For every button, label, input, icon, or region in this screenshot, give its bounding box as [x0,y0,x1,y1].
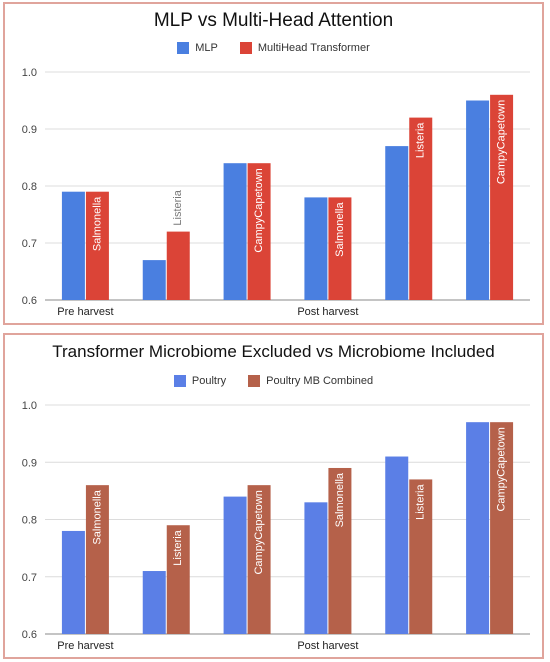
bar [142,571,166,634]
y-tick-label: 1.0 [22,67,37,79]
y-tick-label: 0.6 [22,629,37,641]
x-stage-label: Post harvest [297,640,358,652]
bar [166,525,190,634]
bar [385,146,409,300]
legend: Poultry Poultry MB Combined [5,375,542,387]
chart-panel-2: Transformer Microbiome Excluded vs Micro… [3,333,544,659]
bar [142,260,166,300]
bar [466,100,490,300]
bar [61,191,85,300]
y-tick-label: 0.8 [22,515,37,527]
bar-category-label: Listeria [415,484,427,520]
bar [223,496,247,634]
legend-swatch-poultry [173,375,186,387]
legend-item-multihead: MultiHead Transformer [239,42,370,54]
plot-area: 0.6 0.7 0.8 0.9 1.0 Salmonella Listeria CampyCa… [22,400,530,652]
chart-title: Transformer Microbiome Excluded vs Micro… [52,342,495,361]
legend-label: Poultry [191,375,227,387]
legend-item-poultry: Poultry [173,375,227,387]
bar [304,197,328,300]
bar [490,94,514,300]
bar [466,422,490,634]
bar-category-label: Salmonella [334,472,346,527]
bar-category-label: Salmonella [91,489,103,544]
bar [85,485,109,634]
bar [247,163,271,300]
bar-category-label: Salmonella [91,196,103,251]
bar [223,163,247,300]
bar [61,530,85,634]
bar-category-label: CampyCapetown [495,100,507,184]
bar [166,231,190,300]
legend-label: MLP [195,42,218,54]
x-stage-label: Pre harvest [57,306,113,318]
y-tick-label: 0.6 [22,295,37,307]
legend-label: MultiHead Transformer [257,42,370,54]
y-tick-label: 0.9 [22,124,37,136]
chart-title: MLP vs Multi-Head Attention [153,10,394,31]
bar-category-label: Listeria [172,529,184,565]
legend: MLP MultiHead Transformer [5,42,542,54]
bar [409,117,433,300]
legend-item-mlp: MLP [177,42,218,54]
legend-swatch-poultry-mb [248,375,261,387]
bar-category-label: Listeria [172,189,184,225]
bar [304,502,328,634]
plot-area: 0.6 0.7 0.8 0.9 1.0 Salmonella Listeria CampyCa… [22,67,530,318]
bar [85,191,109,300]
x-stage-label: Pre harvest [57,640,113,652]
bar-category-label: CampyCapetown [253,490,265,574]
y-tick-label: 0.8 [22,181,37,193]
legend-swatch-multihead [239,42,252,54]
y-tick-label: 0.7 [22,238,37,250]
bar-category-label: CampyCapetown [495,427,507,511]
bar [328,197,352,300]
bar-category-label: Salmonella [334,202,346,257]
x-stage-label: Post harvest [297,306,358,318]
legend-label: Poultry MB Combined [266,375,374,387]
bar-category-label: CampyCapetown [253,168,265,252]
bar [409,479,433,634]
y-tick-label: 0.9 [22,457,37,469]
bar [247,485,271,634]
legend-item-poultry-mb: Poultry MB Combined [248,375,373,387]
bar [385,456,409,634]
legend-swatch-mlp [177,42,190,54]
bar-category-label: Listeria [415,122,427,158]
bar [490,422,514,634]
chart-panel-1: MLP vs Multi-Head Attention MLP MultiHea… [3,2,544,325]
y-tick-label: 0.7 [22,572,37,584]
y-tick-label: 1.0 [22,400,37,412]
bar [328,467,352,634]
